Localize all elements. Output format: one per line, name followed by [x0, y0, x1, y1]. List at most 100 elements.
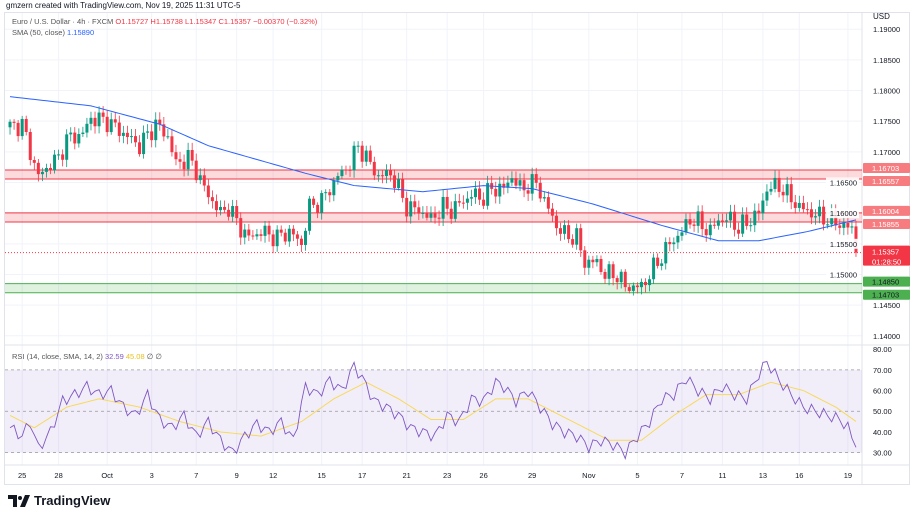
- candle-body: [421, 212, 425, 214]
- tradingview-logo[interactable]: TradingView: [8, 493, 110, 508]
- candle-body: [231, 206, 235, 217]
- candle-body: [129, 136, 133, 138]
- candle-body: [384, 169, 388, 177]
- time-tick-label: Oct: [101, 471, 114, 480]
- candle-body: [336, 176, 340, 181]
- sma-label[interactable]: SMA (50, close): [12, 28, 65, 37]
- candle-body: [117, 122, 121, 136]
- candle-body: [648, 279, 652, 286]
- candle-body: [789, 184, 793, 203]
- candle-body: [506, 182, 510, 188]
- candle-body: [409, 201, 413, 217]
- candle-body: [842, 222, 846, 228]
- candle-body: [364, 150, 368, 162]
- candle-body: [530, 174, 534, 194]
- candle-body: [295, 234, 299, 239]
- candle-body: [619, 271, 623, 283]
- candle-body: [461, 202, 465, 204]
- candle-body: [777, 177, 781, 192]
- candle-body: [809, 209, 813, 218]
- time-tick-label: 3: [150, 471, 154, 480]
- candle-body: [445, 196, 449, 209]
- price-tick-label: 1.14000: [873, 332, 900, 341]
- candle-body: [121, 132, 125, 136]
- price-tick-label: 1.16500: [830, 179, 857, 188]
- candle-body: [822, 206, 826, 225]
- candle-body: [534, 174, 538, 183]
- candle-body: [724, 220, 728, 222]
- price-tick-label: 1.15500: [830, 240, 857, 249]
- candle-body: [401, 178, 405, 198]
- candle-body: [595, 258, 599, 263]
- candle-body: [631, 285, 635, 291]
- zone-bottom-label-bg: [863, 176, 910, 187]
- candle-body: [425, 212, 429, 218]
- candle-body: [405, 197, 409, 217]
- candle-body: [550, 208, 554, 216]
- candle-body: [202, 175, 206, 186]
- candle-body: [660, 263, 664, 266]
- candle-body: [510, 178, 514, 183]
- rsi-tick-label: 50.00: [873, 407, 892, 416]
- candle-body: [494, 188, 498, 197]
- rsi-label[interactable]: RSI (14, close, SMA, 14, 2): [12, 352, 103, 361]
- candle-body: [308, 198, 312, 231]
- candle-body: [498, 183, 502, 197]
- candle-body: [73, 132, 77, 144]
- candle-body: [101, 112, 105, 117]
- candle-body: [611, 264, 615, 279]
- rsi-tick-label: 30.00: [873, 449, 892, 458]
- time-tick-label: 28: [54, 471, 62, 480]
- time-tick-label: 15: [318, 471, 326, 480]
- sma-value: 1.15890: [67, 28, 95, 37]
- time-tick-label: 17: [358, 471, 366, 480]
- candle-body: [85, 123, 89, 133]
- candle-body: [138, 142, 142, 155]
- candle-body: [57, 154, 61, 156]
- candle-body: [449, 208, 453, 219]
- candle-body: [324, 192, 328, 194]
- candle-body: [352, 145, 356, 171]
- price-tick-label-bg: [826, 177, 859, 188]
- candle-body: [332, 180, 336, 196]
- candle-body: [49, 167, 52, 171]
- candle-body: [814, 216, 817, 218]
- candle-body: [627, 287, 631, 291]
- candle-body: [235, 206, 239, 219]
- candle-body: [283, 232, 287, 242]
- price-tick-label: 1.17500: [873, 117, 900, 126]
- candle-body: [287, 228, 291, 242]
- candle-body: [267, 225, 271, 235]
- symbol-label[interactable]: Euro / U.S. Dollar · 4h · FXCM: [12, 17, 114, 26]
- candle-body: [639, 281, 643, 288]
- candle-body: [376, 175, 380, 177]
- rsi-line: [9, 361, 857, 460]
- candle-body: [644, 281, 647, 286]
- candle-body: [413, 201, 417, 208]
- price-tick-label: 1.17000: [873, 148, 900, 157]
- candle-body: [797, 202, 801, 208]
- candle-body: [672, 242, 676, 245]
- time-tick-label: 12: [269, 471, 277, 480]
- currency-label[interactable]: USD: [873, 12, 890, 21]
- candle-body: [482, 199, 486, 206]
- candle-body: [696, 211, 700, 226]
- candle-body: [474, 188, 477, 198]
- time-tick-label: 9: [235, 471, 239, 480]
- candle-body: [846, 222, 850, 228]
- candle-body: [125, 132, 129, 138]
- change-value: −0.00370 (−0.32%): [253, 17, 318, 26]
- rsi-sma-value: 45.08: [125, 352, 145, 361]
- last-price-label-bg: [863, 245, 910, 266]
- rsi-extra: ∅ ∅: [146, 352, 162, 361]
- candle-body: [146, 131, 150, 133]
- candle-body: [737, 229, 741, 234]
- candle-body: [700, 211, 704, 230]
- candle-body: [437, 217, 441, 219]
- zone-resistance: [5, 170, 862, 180]
- candle-body: [44, 167, 48, 172]
- time-tick-label: Nov: [582, 471, 596, 480]
- candle-body: [158, 119, 162, 125]
- candle-body: [478, 188, 482, 200]
